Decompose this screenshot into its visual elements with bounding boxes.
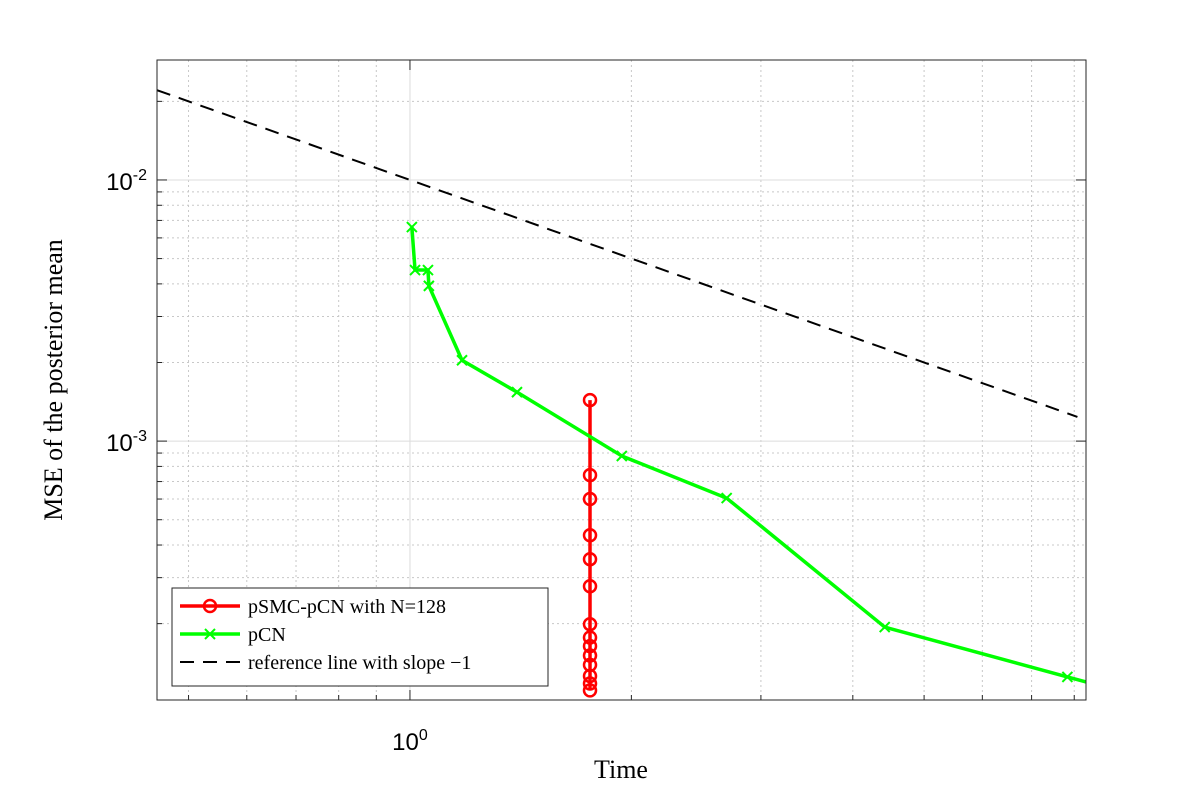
marker bbox=[204, 628, 216, 640]
plot-area bbox=[157, 89, 1086, 698]
legend-label: pSMC-pCN with N=128 bbox=[248, 596, 446, 618]
marker bbox=[582, 648, 598, 663]
marker bbox=[582, 392, 598, 408]
marker bbox=[582, 616, 598, 632]
marker bbox=[582, 579, 598, 594]
x-axis-label: Time bbox=[594, 755, 648, 784]
marker bbox=[582, 683, 598, 698]
marker bbox=[720, 492, 733, 504]
marker bbox=[582, 528, 598, 543]
y-axis-label: MSE of the posterior mean bbox=[39, 239, 68, 521]
marker bbox=[582, 491, 598, 507]
marker bbox=[582, 676, 598, 691]
marker bbox=[582, 467, 598, 483]
series-line bbox=[157, 89, 1078, 418]
marker bbox=[582, 638, 598, 654]
legend-label: pCN bbox=[248, 624, 286, 646]
marker bbox=[409, 264, 421, 276]
y-tick-label: 10-2 bbox=[106, 167, 147, 196]
axes-box bbox=[156, 59, 1087, 701]
marker bbox=[423, 280, 435, 292]
marker bbox=[202, 598, 218, 614]
marker bbox=[511, 386, 523, 398]
marker bbox=[406, 221, 418, 233]
marker bbox=[1061, 671, 1074, 683]
marker bbox=[456, 354, 468, 366]
y-tick-label: 10-3 bbox=[106, 428, 147, 457]
marker bbox=[582, 630, 598, 645]
marker bbox=[422, 264, 434, 276]
marker bbox=[879, 621, 891, 633]
legend-label: reference line with slope −1 bbox=[248, 652, 471, 674]
marker bbox=[582, 551, 598, 567]
marker bbox=[616, 450, 628, 462]
x-tick-label: 100 bbox=[392, 727, 428, 756]
marker bbox=[582, 668, 598, 684]
